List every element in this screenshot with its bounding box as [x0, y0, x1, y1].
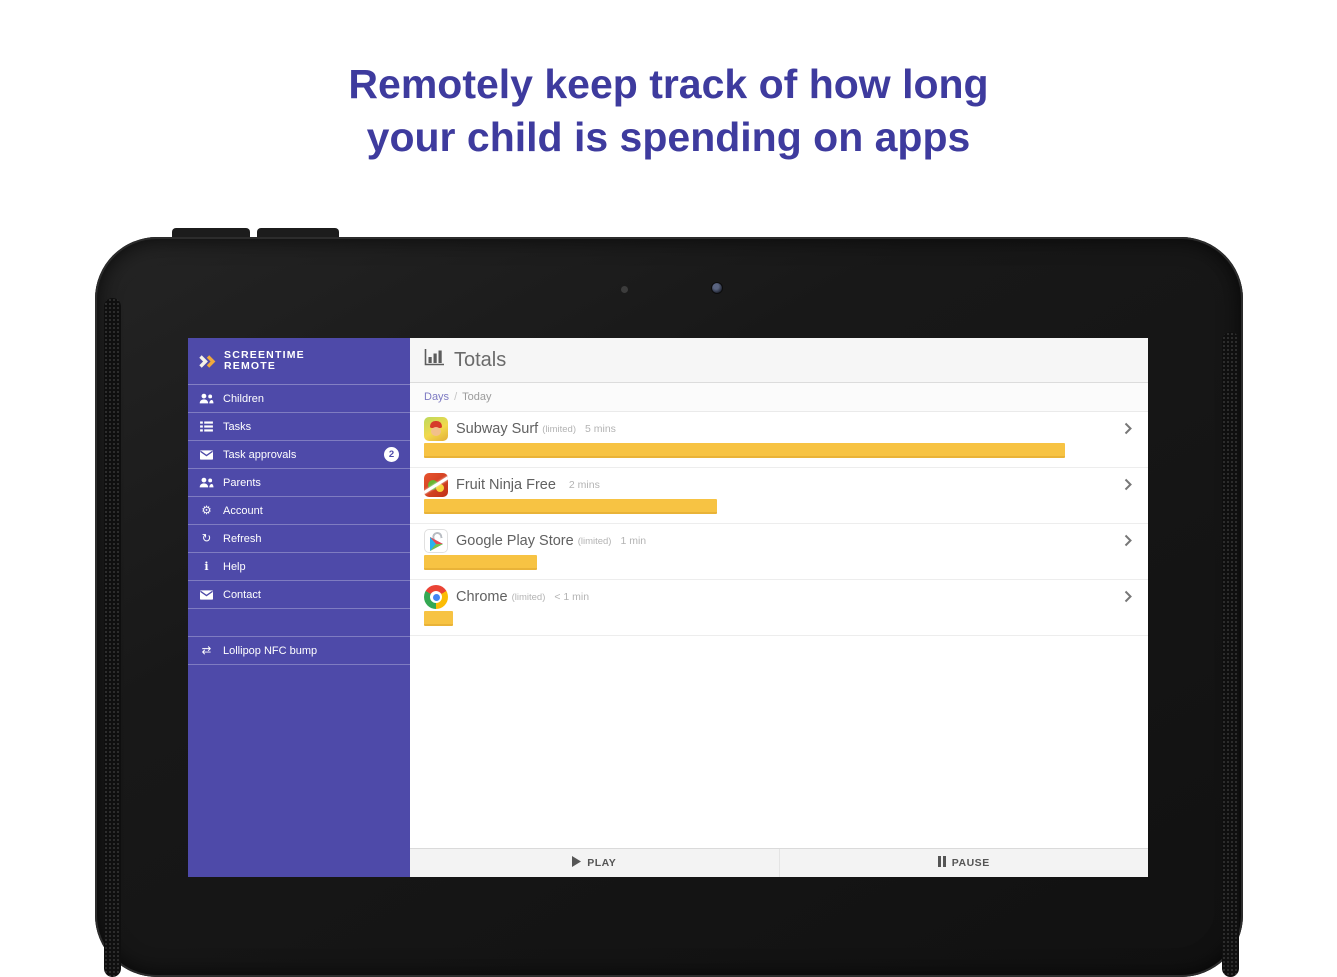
breadcrumb-separator: /: [454, 391, 458, 403]
icon-detail: [436, 484, 444, 492]
app-logo: SCREENTIME REMOTE: [188, 338, 410, 385]
play-icon: [572, 856, 582, 870]
sidebar-item-label: Account: [223, 504, 263, 517]
app-row-head: Fruit Ninja Free 2 mins: [424, 473, 1134, 497]
sidebar-item-task-approvals[interactable]: Task approvals 2: [188, 441, 410, 469]
task-approvals-count-badge: 2: [384, 447, 399, 462]
app-row-google-play-store[interactable]: Google Play Store (limited) 1 min: [410, 524, 1148, 580]
tablet-frame: SCREENTIME REMOTE Children: [95, 237, 1243, 977]
sidebar-item-label: Parents: [223, 476, 261, 489]
sidebar-item-label: Contact: [223, 588, 261, 601]
app-row-subway-surf[interactable]: Subway Surf (limited) 5 mins: [410, 412, 1148, 468]
sidebar-item-children[interactable]: Children: [188, 385, 410, 413]
users-icon: [199, 393, 214, 404]
sidebar-item-label: Task approvals: [223, 448, 297, 461]
sidebar-item-help[interactable]: i Help: [188, 553, 410, 581]
sidebar-item-contact[interactable]: Contact: [188, 581, 410, 609]
app-logo-title: SCREENTIME REMOTE: [224, 348, 305, 373]
usage-bar: [424, 499, 717, 514]
speaker-grille-left: [104, 298, 121, 977]
users-icon: [199, 477, 214, 488]
sidebar-item-lollipop-nfc-bump[interactable]: ⇄ Lollipop NFC bump: [188, 637, 410, 665]
breadcrumb: Days / Today: [410, 383, 1148, 412]
logo-line-1: SCREENTIME: [224, 348, 305, 361]
app-time-label: 2 mins: [568, 479, 600, 491]
play-button[interactable]: PLAY: [410, 849, 779, 877]
app-row-head: Google Play Store (limited) 1 min: [424, 529, 1134, 553]
app-name: Subway Surf: [456, 421, 539, 437]
mail-icon: [199, 589, 214, 600]
page-title: Totals: [454, 348, 507, 371]
list-icon: [199, 421, 214, 432]
chevron-right-icon: [1124, 422, 1132, 440]
play-button-label: PLAY: [587, 857, 617, 869]
breadcrumb-current: Today: [462, 391, 492, 403]
app-time-label: 1 min: [620, 535, 647, 547]
sidebar-item-label: Lollipop NFC bump: [223, 644, 318, 657]
app-row-head: Chrome (limited) < 1 min: [424, 585, 1134, 609]
sidebar-filler: [188, 665, 410, 877]
sidebar-item-account[interactable]: ⚙ Account: [188, 497, 410, 525]
chevron-right-icon: [1124, 534, 1132, 552]
icon-detail: [431, 427, 441, 436]
bar-chart-icon: [424, 348, 445, 372]
subway-surf-app-icon: [424, 417, 448, 441]
app-row-fruit-ninja-free[interactable]: Fruit Ninja Free 2 mins: [410, 468, 1148, 524]
page-headline: Remotely keep track of how long your chi…: [0, 58, 1337, 164]
sidebar-item-parents[interactable]: Parents: [188, 469, 410, 497]
refresh-icon: ↻: [201, 530, 212, 545]
content-whitespace: [410, 636, 1148, 848]
usage-bar: [424, 555, 537, 570]
sidebar: SCREENTIME REMOTE Children: [188, 338, 410, 877]
swap-icon: ⇄: [201, 642, 212, 657]
app-row-chrome[interactable]: Chrome (limited) < 1 min: [410, 580, 1148, 636]
headline-line-1: Remotely keep track of how long: [348, 61, 989, 107]
gear-icon: ⚙: [201, 502, 212, 517]
app-time-label: 5 mins: [585, 423, 616, 435]
headline-line-2: your child is spending on apps: [366, 114, 971, 160]
pause-button[interactable]: PAUSE: [778, 849, 1149, 877]
sidebar-item-refresh[interactable]: ↻ Refresh: [188, 525, 410, 553]
info-icon: i: [204, 560, 209, 573]
app-limited-label: (limited): [511, 591, 546, 603]
pause-icon: [937, 856, 946, 870]
sidebar-item-label: Help: [223, 560, 246, 573]
usage-bar: [424, 611, 453, 626]
sidebar-item-label: Tasks: [223, 420, 252, 433]
chevron-right-icon: [1124, 590, 1132, 608]
double-chevron-logo-icon: [199, 354, 216, 368]
light-sensor-dot: [621, 286, 628, 293]
sidebar-item-tasks[interactable]: Tasks: [188, 413, 410, 441]
icon-detail: [430, 591, 442, 603]
app-limited-label: (limited): [542, 423, 576, 435]
tablet-screen: SCREENTIME REMOTE Children: [188, 338, 1148, 877]
app-name: Google Play Store: [456, 533, 574, 549]
page-title-bar: Totals: [410, 338, 1148, 383]
breadcrumb-days-link[interactable]: Days: [424, 391, 450, 403]
app-row-head: Subway Surf (limited) 5 mins: [424, 417, 1134, 441]
app-name: Fruit Ninja Free: [456, 477, 556, 493]
icon-detail: [430, 421, 442, 428]
front-camera: [711, 282, 723, 294]
app-name: Chrome: [456, 589, 508, 605]
tablet-volume-button: [257, 228, 339, 238]
google-play-store-app-icon: [424, 529, 448, 553]
speaker-grille-right: [1222, 332, 1239, 977]
fruit-ninja-app-icon: [424, 473, 448, 497]
sidebar-item-label: Children: [223, 392, 264, 405]
chevron-right-icon: [1124, 478, 1132, 496]
mail-icon: [199, 449, 214, 460]
app-time-label: < 1 min: [554, 591, 590, 603]
logo-line-2: REMOTE: [224, 360, 277, 372]
bottom-toolbar: PLAY PAUSE: [410, 848, 1148, 877]
sidebar-item-label: Refresh: [223, 532, 262, 545]
tablet-power-button: [172, 228, 250, 238]
usage-bar: [424, 443, 1065, 458]
sidebar-spacer-row: [188, 609, 410, 637]
app-limited-label: (limited): [577, 535, 612, 547]
pause-button-label: PAUSE: [951, 857, 990, 869]
main-panel: Totals Days / Today Subway Surf (limited…: [410, 338, 1148, 877]
chrome-app-icon: [424, 585, 448, 609]
